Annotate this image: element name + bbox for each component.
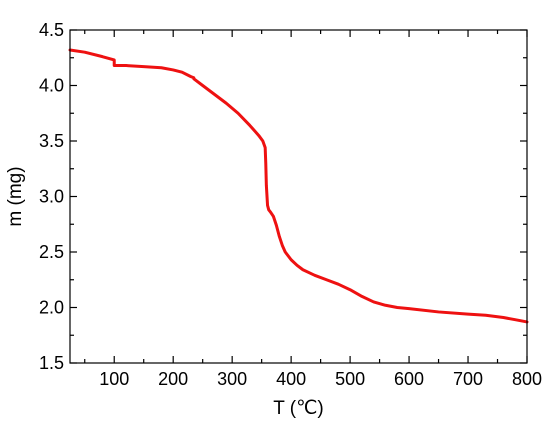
labels-layer: 100 200 300 400 500 600 700 800 1.5 2.0 2.5 3.0 3.5 4… <box>39 20 542 389</box>
x-tick-label: 300 <box>217 369 247 389</box>
x-tick-label: 700 <box>453 369 483 389</box>
x-tick-label: 800 <box>512 369 542 389</box>
plot-frame <box>69 29 528 364</box>
mass-curve-line <box>68 48 529 324</box>
x-tick-label: 200 <box>158 369 188 389</box>
y-tick-label: 2.5 <box>39 242 64 262</box>
y-tick-label: 3.0 <box>39 187 64 207</box>
x-tick-label: 100 <box>99 369 129 389</box>
y-tick-label: 2.0 <box>39 298 64 318</box>
y-tick-label: 4.0 <box>39 76 64 96</box>
x-axis-title: T (℃) <box>273 398 324 419</box>
y-tick-label: 4.5 <box>39 20 64 40</box>
x-tick-label: 600 <box>394 369 424 389</box>
y-axis-title: m (mg) <box>5 166 26 226</box>
y-tick-label: 1.5 <box>39 353 64 373</box>
y-tick-label: 3.5 <box>39 131 64 151</box>
x-tick-label: 400 <box>276 369 306 389</box>
series-layer <box>68 48 529 324</box>
x-tick-label: 500 <box>335 369 365 389</box>
